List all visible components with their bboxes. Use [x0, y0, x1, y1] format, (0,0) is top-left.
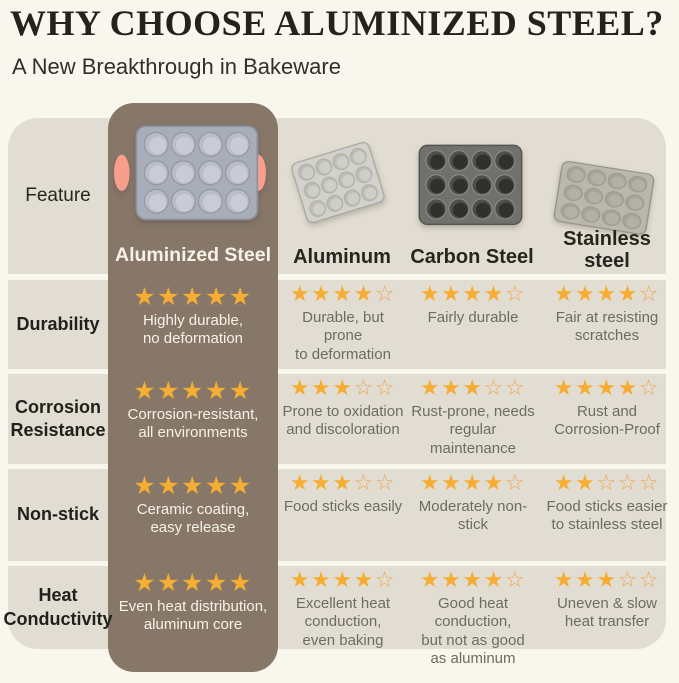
cell-durability-carbon-steel: ★★★★☆ Fairly durable	[407, 280, 539, 369]
feature-label-durability: Durability	[16, 313, 100, 334]
cell-durability-aluminum: ★★★★☆ Durable, but prone to deformation	[281, 280, 405, 369]
star-rating: ★★☆☆☆	[553, 471, 661, 496]
feature-label-corrosion-resistance: Corrosion Resistance	[10, 396, 106, 440]
carbon-steel-pan-icon	[412, 141, 529, 229]
rating-description: Excellent heat conduction, even baking	[295, 595, 391, 649]
rating-description: Ceramic coating, easy release	[136, 501, 250, 537]
cell-durability-stainless-steel: ★★★★☆ Fair at resisting scratches	[544, 280, 670, 369]
star-rating: ★★★★☆	[419, 568, 527, 593]
cell-non-stick-aluminized-steel: ★★★★★ Ceramic coating, easy release	[111, 469, 275, 561]
star-rating: ★★★☆☆	[289, 471, 397, 496]
cell-corrosion-aluminum: ★★★☆☆ Prone to oxidation and discolorati…	[281, 374, 405, 464]
page-title: WHY CHOOSE ALUMINIZED STEEL?	[10, 3, 664, 43]
star-rating: ★★★★☆	[553, 282, 661, 307]
table-row-heat-conductivity: Heat Conductivity ★★★★★ Even heat distri…	[0, 566, 679, 667]
star-rating: ★★★☆☆	[419, 376, 527, 401]
rating-description: Fair at resisting scratches	[555, 309, 659, 345]
rating-description: Fairly durable	[427, 309, 519, 326]
cell-heat-aluminized-steel: ★★★★★ Even heat distribution, aluminum c…	[111, 566, 275, 649]
rating-description: Rust-prone, needs regular maintenance	[411, 403, 535, 457]
column-header-carbon-steel: Carbon Steel	[410, 245, 534, 268]
cell-corrosion-carbon-steel: ★★★☆☆ Rust-prone, needs regular maintena…	[407, 374, 539, 464]
column-header-aluminum: Aluminum	[293, 245, 391, 268]
star-rating: ★★★☆☆	[289, 376, 397, 401]
rating-description: Even heat distribution, aluminum core	[118, 598, 268, 634]
rating-description: Highly durable, no deformation	[142, 312, 244, 348]
rating-description: Corrosion-resistant, all environments	[127, 406, 259, 442]
cell-durability-aluminized-steel: ★★★★★ Highly durable, no deformation	[111, 280, 275, 369]
cell-corrosion-aluminized-steel: ★★★★★ Corrosion-resistant, all environme…	[111, 374, 275, 464]
rating-description: Uneven & slow heat transfer	[556, 595, 658, 631]
star-rating: ★★★★★	[133, 376, 253, 405]
cell-non-stick-stainless-steel: ★★☆☆☆ Food sticks easier to stainless st…	[544, 469, 670, 561]
rating-description: Food sticks easier to stainless steel	[546, 498, 668, 534]
feature-label-heat-conductivity: Heat Conductivity	[3, 585, 113, 629]
table-row-durability: Durability ★★★★★ Highly durable, no defo…	[0, 280, 679, 369]
rating-description: Rust and Corrosion-Proof	[554, 403, 660, 439]
star-rating: ★★★★★	[133, 568, 253, 597]
rating-description: Prone to oxidation and discoloration	[282, 403, 404, 439]
table-row-corrosion-resistance: Corrosion Resistance ★★★★★ Corrosion-res…	[0, 374, 679, 464]
cell-non-stick-carbon-steel: ★★★★☆ Moderately non-stick	[407, 469, 539, 561]
star-rating: ★★★★★	[133, 471, 253, 500]
rating-description: Food sticks easily	[283, 498, 403, 515]
star-rating: ★★★★☆	[419, 282, 527, 307]
star-rating: ★★★★☆	[289, 568, 397, 593]
star-rating: ★★★☆☆	[553, 568, 661, 593]
feature-column-header: Feature	[25, 185, 91, 206]
star-rating: ★★★★☆	[553, 376, 661, 401]
aluminized-steel-pan-icon	[114, 121, 266, 225]
column-header-stainless-steel: Stainless steel	[563, 227, 651, 272]
table-row-non-stick: Non-stick ★★★★★ Ceramic coating, easy re…	[0, 469, 679, 561]
star-rating: ★★★★★	[133, 282, 253, 311]
cell-corrosion-stainless-steel: ★★★★☆ Rust and Corrosion-Proof	[544, 374, 670, 464]
rating-description: Durable, but prone to deformation	[295, 309, 391, 363]
cell-heat-stainless-steel: ★★★☆☆ Uneven & slow heat transfer	[544, 566, 670, 649]
cell-non-stick-aluminum: ★★★☆☆ Food sticks easily	[281, 469, 405, 561]
cell-heat-aluminum: ★★★★☆ Excellent heat conduction, even ba…	[281, 566, 405, 649]
star-rating: ★★★★☆	[289, 282, 397, 307]
cell-heat-carbon-steel: ★★★★☆ Good heat conduction, but not as g…	[407, 566, 539, 667]
rating-description: Moderately non-stick	[418, 498, 528, 534]
column-header-aluminized-steel: Aluminized Steel	[114, 244, 272, 267]
feature-label-non-stick: Non-stick	[16, 504, 99, 525]
rating-description: Good heat conduction, but not as good as…	[421, 595, 525, 667]
page-subtitle: A New Breakthrough in Bakeware	[12, 54, 341, 79]
star-rating: ★★★★☆	[419, 471, 527, 496]
